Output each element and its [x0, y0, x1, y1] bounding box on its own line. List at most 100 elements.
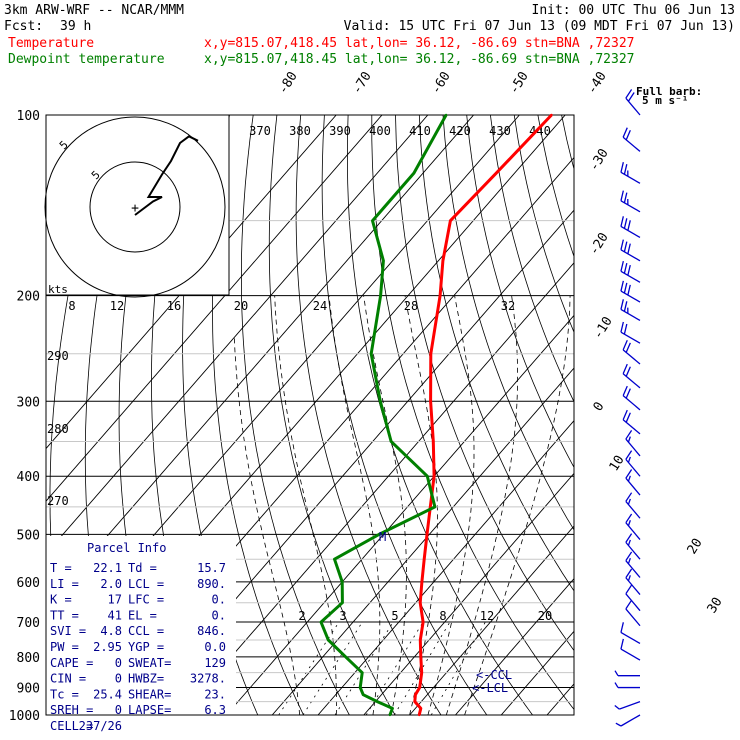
pressure-tick-label: 500 [17, 528, 40, 543]
temperature-point [429, 352, 432, 355]
parcel-info-cell: CAPE = [50, 656, 93, 670]
wind-barb-flag [625, 450, 633, 460]
forecast-label: Fcst: [4, 19, 43, 34]
parcel-info-cell: 2.0 [100, 577, 122, 591]
dewpoint-point [359, 686, 362, 689]
parcel-info-cell: HWBZ= [128, 672, 164, 686]
theta-top-label: 390 [329, 124, 351, 138]
parcel-info-cell: 3278. [190, 672, 226, 686]
wind-barb-staff [620, 631, 641, 645]
dewpoint-point [327, 638, 330, 642]
wind-barb-flag [623, 192, 628, 203]
wind-barb-flag [620, 622, 624, 633]
mixing-ratio-line [302, 621, 363, 715]
wind-barb-staff [620, 714, 641, 727]
wind-barb-staff [619, 701, 641, 710]
wind-barb-flag [620, 299, 624, 310]
dewpoint-point [371, 219, 374, 222]
dewpoint-point [412, 171, 416, 175]
theta-top-label: 400 [369, 124, 391, 138]
dewpoint-point [388, 713, 392, 717]
wind-barb-flag [625, 599, 633, 610]
dewpoint-point [379, 294, 382, 297]
isotherm-line [46, 115, 383, 502]
wind-barb-flag [620, 162, 624, 173]
parcel-info-title: Parcel Info [87, 541, 166, 555]
temperature-location: x,y=815.07,418.45 lat,lon= 36.12, -86.69… [204, 36, 634, 51]
parcel-info-cell: EL = [128, 608, 157, 622]
wind-barb-flag [627, 220, 631, 231]
isotherm-line [46, 115, 474, 608]
dewpoint-point [333, 558, 336, 561]
parcel-info-cell: 25.4 [93, 687, 122, 701]
temperature-point [419, 655, 422, 659]
wind-barb-flag [625, 568, 633, 579]
temperature-point [550, 113, 553, 117]
wind-barb-flag [627, 498, 631, 505]
wind-barb-flag [620, 638, 624, 650]
wind-barb [622, 363, 641, 389]
temperature-point [441, 259, 445, 262]
mixing-ratio-label-700: 5 [391, 609, 398, 623]
wind-barb-flag [625, 366, 631, 377]
dewpoint-point [426, 475, 429, 478]
parcel-info-cell: 0 [115, 672, 122, 686]
wind-barb [614, 682, 640, 689]
parcel-info-cell: CELL = [50, 719, 93, 733]
theta-left-label: 270 [47, 494, 69, 508]
moist-adiabat-line [328, 295, 381, 715]
wind-barb [620, 190, 641, 213]
parcel-info-cell: 0.0 [204, 640, 226, 654]
dewpoint-location: x,y=815.07,418.45 lat,lon= 36.12, -86.69… [204, 52, 634, 67]
wind-barb [620, 162, 641, 184]
isotherm-line [363, 472, 574, 715]
lcl-marker: <-LCL [472, 681, 508, 695]
mixing-ratio-label-200: 20 [234, 299, 248, 313]
mixing-ratio-label-700: 3 [339, 609, 346, 623]
model-title: 3km ARW-WRF -- NCAR/MMM [4, 3, 184, 18]
dewpoint-point [391, 707, 394, 710]
isotherm-line [226, 314, 574, 715]
pressure-tick-label: 200 [17, 290, 40, 305]
parcel-info-cell: LAPSE= [128, 703, 171, 717]
wind-barb [620, 216, 641, 239]
parcel-info-cell: 6.3 [204, 703, 226, 717]
mixing-ratio-label-200: 28 [404, 299, 418, 313]
wind-barb-flag [627, 436, 631, 443]
parcel-info-cell: CIN = [50, 672, 86, 686]
moist-adiabat-line [233, 337, 301, 715]
temperature-point [425, 533, 429, 536]
wind-barb-flag [627, 92, 635, 102]
parcel-info-cell: 0. [212, 593, 226, 607]
full-barb-value: 5 m s⁻¹ [642, 94, 688, 107]
parcel-info-cell: SWEAT= [128, 656, 171, 670]
theta-top-label: 410 [409, 124, 431, 138]
wind-barb [625, 551, 641, 578]
pressure-tick-label: 100 [17, 109, 40, 124]
wind-barb [620, 260, 641, 283]
wind-barb [620, 622, 641, 645]
parcel-info-cell: LCL = [128, 577, 164, 591]
parcel-info-cell: PW = [50, 640, 79, 654]
parcel-info-cell: CCL = [128, 624, 164, 638]
wind-barb [620, 638, 641, 661]
pressure-tick-label: 1000 [9, 709, 40, 724]
moist-adiabat-line [464, 295, 571, 715]
parcel-info-cell: 41 [108, 608, 122, 622]
mixing-ratio-line [278, 621, 340, 715]
wind-barb-flag [625, 513, 633, 524]
wind-barb-flag [627, 243, 631, 254]
dewpoint-point [379, 400, 382, 403]
dewpoint-point [433, 505, 437, 509]
mixing-ratio-label-200: 24 [313, 299, 327, 313]
isotherm-label: 30 [705, 595, 726, 616]
isotherm-line [46, 115, 429, 555]
theta-top-label: 380 [289, 124, 311, 138]
wind-barb [625, 492, 641, 519]
wind-barb [620, 280, 641, 303]
wind-barb-flag [625, 89, 633, 99]
wind-barb-flag [627, 575, 631, 582]
wind-barb-flag [622, 363, 628, 375]
moist-adiabat-line [274, 295, 337, 715]
parcel-info-cell: 0 [115, 656, 122, 670]
